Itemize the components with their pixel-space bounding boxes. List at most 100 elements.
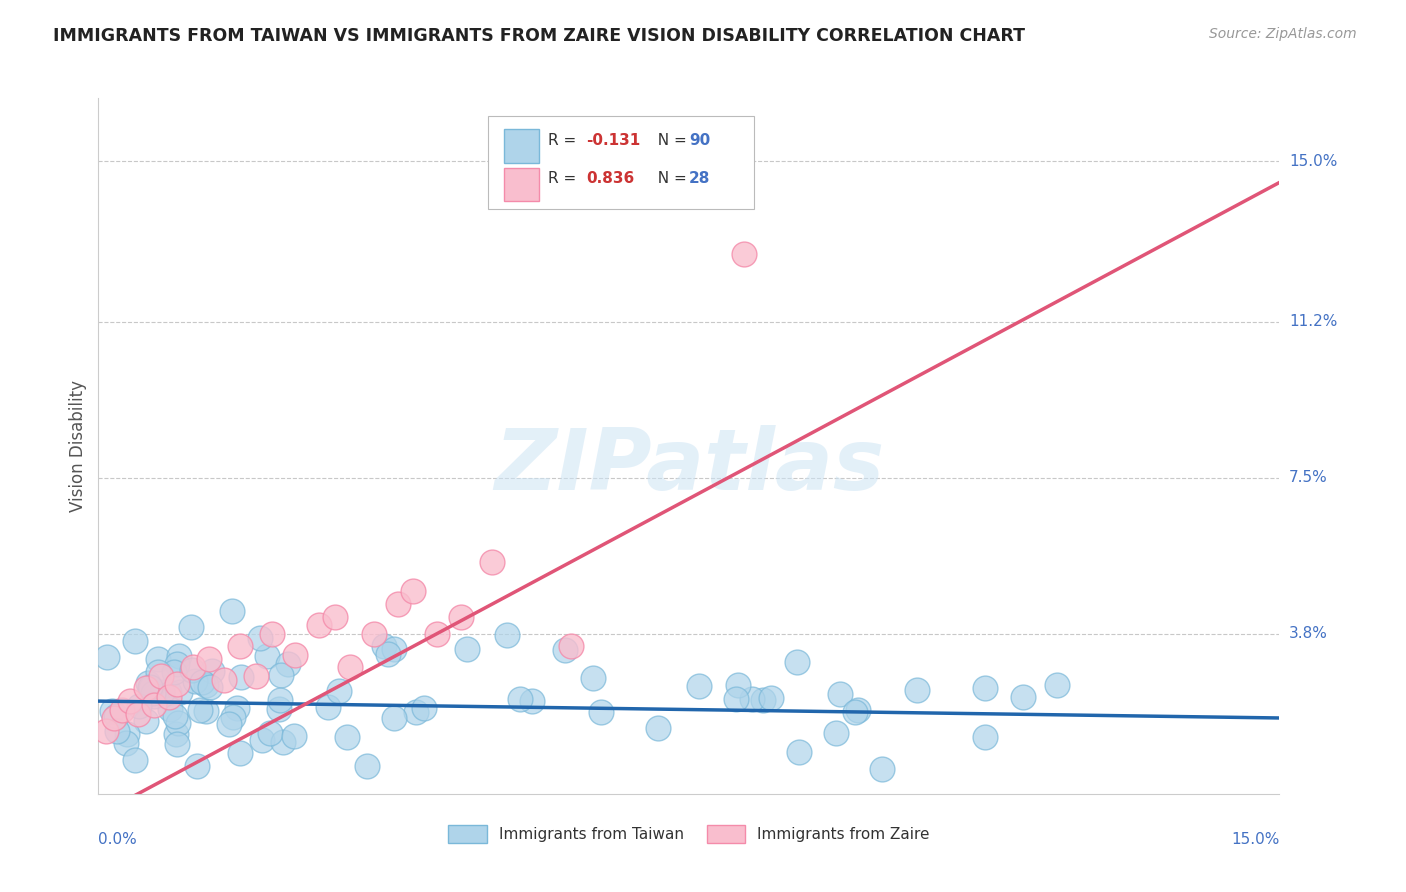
Text: R =: R =	[548, 171, 582, 186]
Point	[135, 714, 157, 728]
Text: 11.2%: 11.2%	[1289, 314, 1337, 329]
Bar	[503, 168, 538, 201]
Point	[363, 626, 385, 640]
Point	[387, 597, 409, 611]
Point	[124, 634, 146, 648]
Point	[582, 672, 605, 686]
Point	[118, 694, 141, 708]
Point	[181, 664, 204, 678]
Text: Source: ZipAtlas.com: Source: ZipAtlas.com	[1209, 27, 1357, 41]
Point	[214, 673, 236, 687]
Text: 3.8%: 3.8%	[1289, 626, 1329, 641]
Point	[191, 675, 214, 690]
Point	[830, 687, 852, 701]
Point	[273, 734, 295, 748]
Point	[733, 247, 755, 261]
Point	[1046, 678, 1069, 692]
Point	[115, 727, 138, 741]
Point	[166, 737, 188, 751]
Point	[167, 715, 190, 730]
Text: 28: 28	[689, 171, 710, 186]
Point	[752, 692, 775, 706]
Point	[124, 753, 146, 767]
Text: IMMIGRANTS FROM TAIWAN VS IMMIGRANTS FROM ZAIRE VISION DISABILITY CORRELATION CH: IMMIGRANTS FROM TAIWAN VS IMMIGRANTS FRO…	[53, 27, 1025, 45]
Point	[226, 700, 249, 714]
Point	[560, 640, 582, 654]
Point	[104, 708, 127, 723]
Point	[250, 732, 273, 747]
Point	[165, 727, 187, 741]
Point	[114, 736, 136, 750]
Point	[163, 709, 186, 723]
Point	[141, 681, 163, 695]
Y-axis label: Vision Disability: Vision Disability	[69, 380, 87, 512]
Text: 0.0%: 0.0%	[98, 832, 138, 847]
Point	[139, 680, 162, 694]
Point	[270, 668, 292, 682]
Point	[413, 701, 436, 715]
Point	[103, 711, 125, 725]
Point	[308, 618, 330, 632]
Text: 90: 90	[689, 133, 710, 148]
Point	[128, 699, 150, 714]
Point	[846, 703, 869, 717]
Point	[335, 730, 357, 744]
Point	[259, 726, 281, 740]
Point	[496, 628, 519, 642]
Text: 15.0%: 15.0%	[1232, 832, 1279, 847]
Point	[146, 665, 169, 679]
Text: 0.836: 0.836	[586, 171, 634, 186]
Point	[905, 683, 928, 698]
Text: 7.5%: 7.5%	[1289, 470, 1327, 485]
Point	[166, 677, 188, 691]
FancyBboxPatch shape	[488, 116, 754, 210]
Point	[1011, 690, 1033, 705]
Point	[328, 684, 350, 698]
Point	[197, 652, 219, 666]
Point	[146, 651, 169, 665]
Point	[267, 702, 290, 716]
Legend: Immigrants from Taiwan, Immigrants from Zaire: Immigrants from Taiwan, Immigrants from …	[443, 819, 935, 849]
Point	[218, 716, 240, 731]
Point	[725, 692, 748, 706]
Point	[589, 705, 612, 719]
Text: -0.131: -0.131	[586, 133, 641, 148]
Text: N =: N =	[648, 133, 692, 148]
Point	[450, 609, 472, 624]
Point	[228, 746, 250, 760]
Point	[647, 721, 669, 735]
Point	[105, 723, 128, 738]
Point	[135, 681, 157, 696]
Point	[323, 609, 346, 624]
Point	[382, 711, 405, 725]
Point	[974, 681, 997, 695]
Text: N =: N =	[648, 171, 692, 186]
Point	[824, 725, 846, 739]
Point	[141, 686, 163, 700]
Point	[184, 673, 207, 688]
Point	[96, 723, 118, 738]
Text: ZIPatlas: ZIPatlas	[494, 425, 884, 508]
Point	[111, 702, 134, 716]
Point	[426, 626, 449, 640]
Point	[194, 678, 217, 692]
Point	[284, 648, 307, 662]
Point	[269, 692, 291, 706]
Point	[169, 684, 191, 698]
Point	[759, 691, 782, 706]
Point	[142, 698, 165, 713]
Point	[180, 620, 202, 634]
Point	[136, 676, 159, 690]
Point	[194, 704, 217, 718]
Point	[554, 643, 576, 657]
Point	[316, 699, 339, 714]
Point	[157, 685, 180, 699]
Point	[356, 759, 378, 773]
Point	[101, 705, 124, 719]
Point	[150, 669, 173, 683]
Point	[166, 657, 188, 671]
Point	[787, 745, 810, 759]
Point	[509, 691, 531, 706]
Point	[520, 694, 543, 708]
Point	[159, 702, 181, 716]
